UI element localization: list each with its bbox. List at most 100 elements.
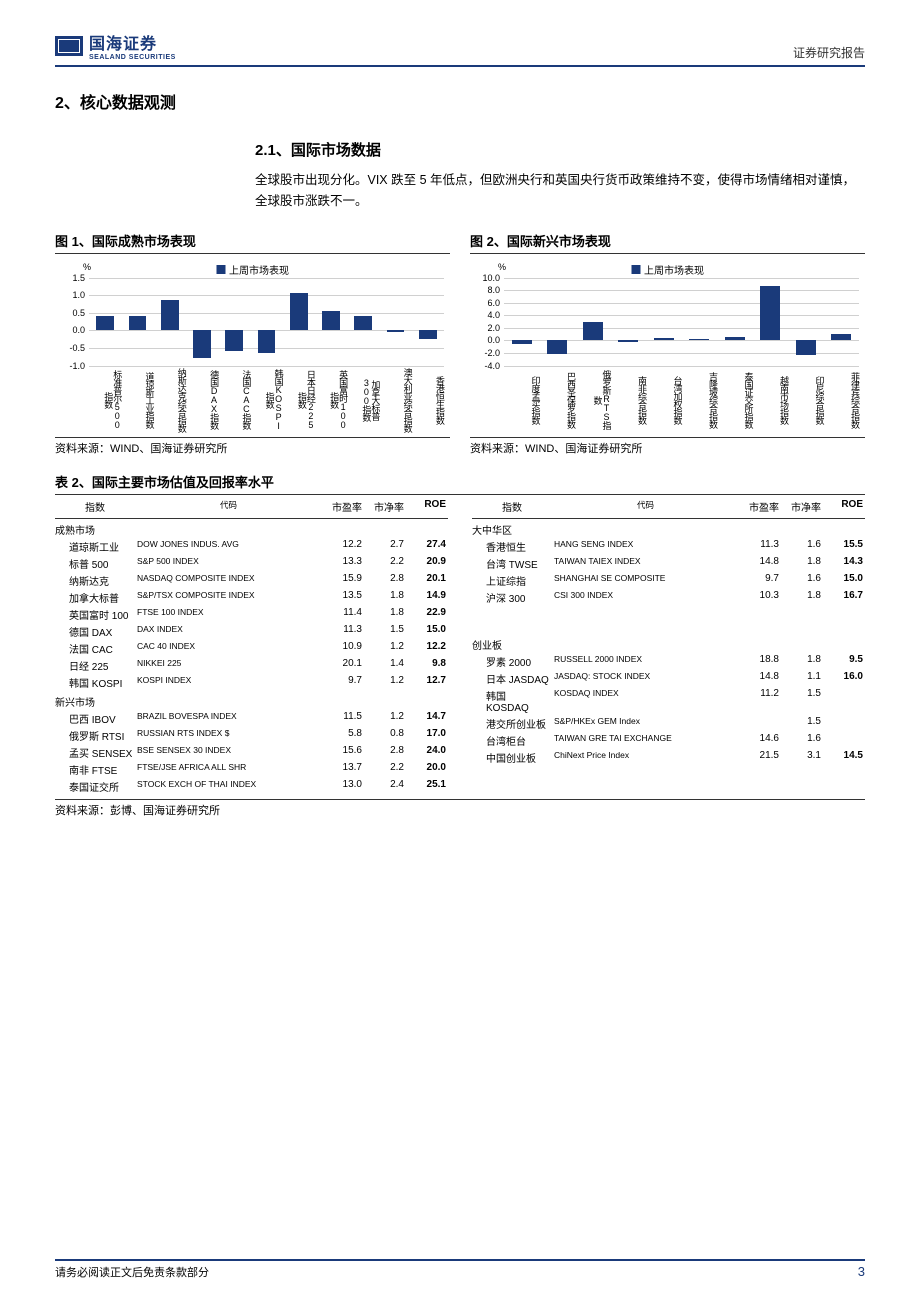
table-row: 德国 DAX DAX INDEX 11.3 1.5 15.0 <box>55 623 448 640</box>
bar <box>512 340 532 344</box>
bar <box>354 316 372 330</box>
table-row: 韩国 KOSPI KOSPI INDEX 9.7 1.2 12.7 <box>55 674 448 691</box>
bar <box>796 340 816 354</box>
table-row <box>472 606 865 620</box>
table-row: 俄罗斯 RTSI RUSSIAN RTS INDEX $ 5.8 0.8 17.… <box>55 727 448 744</box>
chart-1-source: 资料来源：WIND、国海证券研究所 <box>55 437 450 456</box>
logo-icon <box>55 36 83 56</box>
x-label: 香港恒生指数 <box>412 368 444 432</box>
bar <box>547 340 567 354</box>
table-row: 台湾柜台 TAIWAN GRE TAI EXCHANGE 14.6 1.6 <box>472 732 865 749</box>
bar <box>161 300 179 330</box>
table-row: 韩国 KOSDAQ KOSDAQ INDEX 11.2 1.5 <box>472 687 865 715</box>
table-group-label: 创业板 <box>472 634 865 653</box>
table-row: 港交所创业板 S&P/HKEx GEM Index 1.5 <box>472 715 865 732</box>
x-label: 英国富时100指数 <box>315 368 347 432</box>
section-paragraph: 全球股市出现分化。VIX 跌至 5 年低点，但欧洲央行和英国央行货币政策维持不变… <box>255 170 865 213</box>
bar <box>419 330 437 339</box>
x-label: 韩国KOSPI指数 <box>250 368 282 432</box>
table-row: 中国创业板 ChiNext Price Index 21.5 3.1 14.5 <box>472 749 865 766</box>
bar <box>725 337 745 341</box>
bar <box>618 340 638 342</box>
plot-area <box>89 278 444 366</box>
x-label: 菲律宾综合指数 <box>824 368 860 432</box>
bar <box>760 286 780 341</box>
table-header-row: 指数 代码 市盈率 市净率 ROE <box>472 495 865 519</box>
x-label: 澳大利亚综合指数 <box>379 368 411 432</box>
x-label: 道琼斯工业指数 <box>121 368 153 432</box>
table-row: 南非 FTSE FTSE/JSE AFRICA ALL SHR 13.7 2.2… <box>55 761 448 778</box>
x-label: 俄罗斯RTS指数 <box>575 368 611 432</box>
logo: 国海证券 SEALAND SECURITIES <box>55 30 176 61</box>
table-row: 罗素 2000 RUSSELL 2000 INDEX 18.8 1.8 9.5 <box>472 653 865 670</box>
chart-2-title: 图 2、国际新兴市场表现 <box>470 231 865 254</box>
x-label: 南非综合指数 <box>611 368 647 432</box>
bar <box>96 316 114 330</box>
table-row: 台湾 TWSE TAIWAN TAIEX INDEX 14.8 1.8 14.3 <box>472 555 865 572</box>
table-row: 道琼斯工业 DOW JONES INDUS. AVG 12.2 2.7 27.4 <box>55 538 448 555</box>
y-unit: % <box>498 262 506 272</box>
x-label: 越南市场指数 <box>753 368 789 432</box>
table-header-row: 指数 代码 市盈率 市净率 ROE <box>55 495 448 519</box>
footer-disclaimer: 请务必阅读正文后免责条款部分 <box>55 1264 209 1280</box>
table-row: 日经 225 NIKKEI 225 20.1 1.4 9.8 <box>55 657 448 674</box>
x-label: 巴西圣保罗指数 <box>540 368 576 432</box>
plot-area <box>504 278 859 366</box>
chart-legend: 上周市场表现 <box>631 262 704 277</box>
x-label: 泰国证交所指数 <box>717 368 753 432</box>
subsection-heading: 2.1、国际市场数据 <box>255 139 865 160</box>
bar <box>225 330 243 351</box>
table-group-label: 成熟市场 <box>55 519 448 538</box>
bar <box>129 316 147 330</box>
table-row: 法国 CAC CAC 40 INDEX 10.9 1.2 12.2 <box>55 640 448 657</box>
table-row: 上证综指 SHANGHAI SE COMPOSITE 9.7 1.6 15.0 <box>472 572 865 589</box>
table-row: 英国富时 100 FTSE 100 INDEX 11.4 1.8 22.9 <box>55 606 448 623</box>
table-row: 巴西 IBOV BRAZIL BOVESPA INDEX 11.5 1.2 14… <box>55 710 448 727</box>
table-title: 表 2、国际主要市场估值及回报率水平 <box>55 472 865 495</box>
y-axis: 1.51.00.50.0-0.5-1.0 <box>55 278 87 366</box>
bar <box>322 311 340 330</box>
y-unit: % <box>83 262 91 272</box>
table-source: 资料来源：彭博、国海证券研究所 <box>55 800 865 818</box>
bar <box>654 338 674 340</box>
table-row: 沪深 300 CSI 300 INDEX 10.3 1.8 16.7 <box>472 589 865 606</box>
table-group-label: 新兴市场 <box>55 691 448 710</box>
table-group-label: 大中华区 <box>472 519 865 538</box>
section-heading: 2、核心数据观测 <box>55 89 865 113</box>
bar <box>193 330 211 358</box>
page-footer: 请务必阅读正文后免责条款部分 3 <box>55 1259 865 1280</box>
chart-1: 图 1、国际成熟市场表现 % 上周市场表现 1.51.00.50.0-0.5-1.0… <box>55 231 450 435</box>
chart-2: 图 2、国际新兴市场表现 % 上周市场表现 10.08.06.04.02.00.0-… <box>470 231 865 435</box>
table-row: 纳斯达克 NASDAQ COMPOSITE INDEX 15.9 2.8 20.… <box>55 572 448 589</box>
bar <box>689 339 709 340</box>
logo-text-en: SEALAND SECURITIES <box>89 54 176 61</box>
table-row: 孟买 SENSEX BSE SENSEX 30 INDEX 15.6 2.8 2… <box>55 744 448 761</box>
bar <box>831 334 851 340</box>
x-label: 纳斯达克综合指数 <box>154 368 186 432</box>
x-axis: 印度孟买指数巴西圣保罗指数俄罗斯RTS指数南非综合指数台湾加权指数吉隆坡综合指数… <box>504 368 859 432</box>
bar <box>290 293 308 330</box>
table-row: 标普 500 S&P 500 INDEX 13.3 2.2 20.9 <box>55 555 448 572</box>
table-row: 日本 JASDAQ JASDAQ: STOCK INDEX 14.8 1.1 1… <box>472 670 865 687</box>
table-row: 加拿大标普 S&P/TSX COMPOSITE INDEX 13.5 1.8 1… <box>55 589 448 606</box>
chart-legend: 上周市场表现 <box>216 262 289 277</box>
page-number: 3 <box>858 1264 865 1280</box>
table-row: 泰国证交所 STOCK EXCH OF THAI INDEX 13.0 2.4 … <box>55 778 448 795</box>
x-label: 日本日经225指数 <box>283 368 315 432</box>
x-label: 标准普尔500指数 <box>89 368 121 432</box>
x-label: 加拿大标普300指数 <box>347 368 379 432</box>
x-label: 台湾加权指数 <box>646 368 682 432</box>
y-axis: 10.08.06.04.02.00.0-2.0-4.0 <box>470 278 502 366</box>
bar <box>387 330 405 332</box>
chart-2-source: 资料来源：WIND、国海证券研究所 <box>470 437 865 456</box>
chart-1-title: 图 1、国际成熟市场表现 <box>55 231 450 254</box>
header-right: 证券研究报告 <box>793 44 865 61</box>
x-label: 吉隆坡综合指数 <box>682 368 718 432</box>
valuation-table: 指数 代码 市盈率 市净率 ROE 成熟市场 道琼斯工业 DOW JONES I… <box>55 495 865 800</box>
x-label: 印尼综合指数 <box>788 368 824 432</box>
table-row <box>472 620 865 634</box>
x-label: 法国CAC指数 <box>218 368 250 432</box>
bar <box>583 322 603 341</box>
table-row: 香港恒生 HANG SENG INDEX 11.3 1.6 15.5 <box>472 538 865 555</box>
bar <box>258 330 276 353</box>
